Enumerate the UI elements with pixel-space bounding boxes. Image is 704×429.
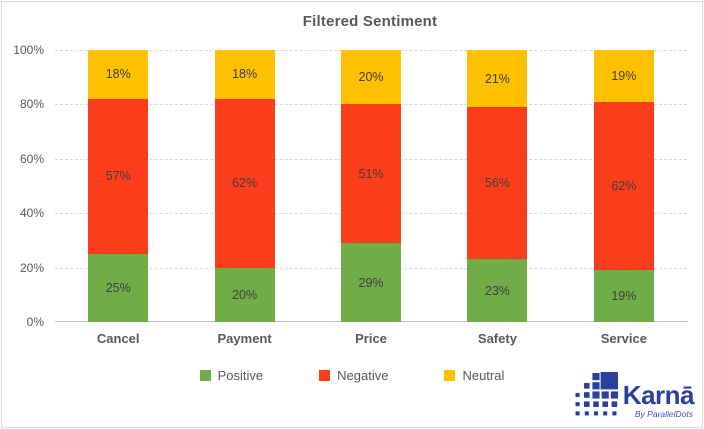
chart-title: Filtered Sentiment (302, 13, 438, 30)
legend-label: Positive (217, 368, 264, 383)
bar-segment-positive[interactable]: 23% (467, 259, 528, 322)
karna-logo-tagline: By ParallelDots (634, 409, 693, 419)
data-label: 19% (611, 289, 637, 304)
data-label: 18% (105, 67, 131, 82)
plot-area: 18% 57% 25% 18% 62% 20% 20% 51% 29% 21% 56% 23% 19% 6… (55, 50, 687, 322)
data-label: 62% (611, 178, 637, 193)
bar-segment-negative[interactable]: 62% (214, 98, 275, 268)
bar-column-payment: 18% 62% 20% (181, 50, 307, 322)
y-tick-label: 40% (19, 206, 44, 221)
legend-swatch-icon (444, 370, 456, 381)
data-label: 25% (105, 280, 131, 295)
bar-column-cancel: 18% 57% 25% (55, 50, 181, 322)
stacked-bar-price[interactable]: 20% 51% 29% (341, 50, 402, 322)
y-tick-label: 80% (19, 97, 44, 112)
bar-column-service: 19% 62% 19% (561, 50, 687, 322)
stacked-bar-safety[interactable]: 21% 56% 23% (467, 50, 528, 322)
bar-segment-neutral[interactable]: 18% (214, 50, 275, 99)
x-axis-labels: Cancel Payment Price Safety Service (55, 331, 687, 346)
bar-segment-positive[interactable]: 19% (593, 270, 654, 322)
x-axis-label-payment: Payment (217, 331, 272, 346)
karna-logo-text: Karnā By ParallelDots (622, 380, 695, 419)
data-label: 62% (232, 176, 258, 191)
data-label: 51% (358, 166, 384, 181)
legend-item-neutral[interactable]: Neutral (444, 368, 504, 383)
data-label: 20% (358, 70, 384, 85)
stacked-bar-cancel[interactable]: 18% 57% 25% (88, 50, 149, 322)
data-label: 20% (232, 287, 258, 302)
legend-label: Negative (337, 368, 389, 383)
y-axis: 100% 80% 60% 40% 20% 0% (2, 43, 47, 329)
bar-segment-neutral[interactable]: 21% (467, 50, 528, 108)
bar-segment-negative[interactable]: 56% (467, 107, 528, 260)
data-label: 57% (105, 169, 131, 184)
bar-column-price: 20% 51% 29% (308, 50, 434, 322)
legend-swatch-icon (199, 370, 211, 381)
data-label: 23% (484, 283, 510, 298)
legend-item-positive[interactable]: Positive (199, 368, 264, 383)
data-label: 56% (484, 176, 510, 191)
bar-segment-positive[interactable]: 20% (214, 267, 275, 322)
bar-segment-neutral[interactable]: 18% (88, 50, 149, 99)
data-label: 21% (484, 71, 510, 86)
x-axis-label-cancel: Cancel (96, 331, 140, 346)
data-label: 18% (232, 67, 258, 82)
karna-logo: Karnā By ParallelDots (573, 372, 695, 423)
stacked-bar-service[interactable]: 19% 62% 19% (593, 50, 654, 322)
bar-segment-negative[interactable]: 62% (593, 101, 654, 271)
x-axis-label-price: Price (355, 331, 387, 346)
data-label: 19% (611, 68, 637, 83)
karna-logo-icon (573, 372, 619, 423)
legend-label: Neutral (462, 368, 505, 383)
bar-column-safety: 21% 56% 23% (434, 50, 560, 322)
x-axis-label-safety: Safety (477, 331, 517, 346)
legend-item-negative[interactable]: Negative (319, 368, 388, 383)
bar-segment-negative[interactable]: 51% (341, 104, 402, 244)
x-axis-label-service: Service (600, 331, 647, 346)
karna-logo-name: Karnā (622, 380, 695, 410)
bar-segment-positive[interactable]: 29% (341, 243, 402, 322)
y-tick-label: 0% (26, 315, 44, 329)
y-tick-label: 60% (19, 151, 44, 166)
legend: Positive Negative Neutral (2, 368, 702, 383)
legend-swatch-icon (319, 370, 331, 381)
bars-container: 18% 57% 25% 18% 62% 20% 20% 51% 29% 21% 56% 23% 19% 6… (55, 50, 687, 322)
bar-segment-negative[interactable]: 57% (88, 98, 149, 254)
data-label: 29% (358, 275, 384, 290)
y-tick-label: 20% (19, 260, 44, 275)
bar-segment-positive[interactable]: 25% (88, 253, 149, 322)
y-tick-label: 100% (13, 43, 44, 57)
bar-segment-neutral[interactable]: 19% (593, 50, 654, 102)
bar-segment-neutral[interactable]: 20% (341, 50, 402, 105)
stacked-bar-payment[interactable]: 18% 62% 20% (214, 50, 275, 322)
